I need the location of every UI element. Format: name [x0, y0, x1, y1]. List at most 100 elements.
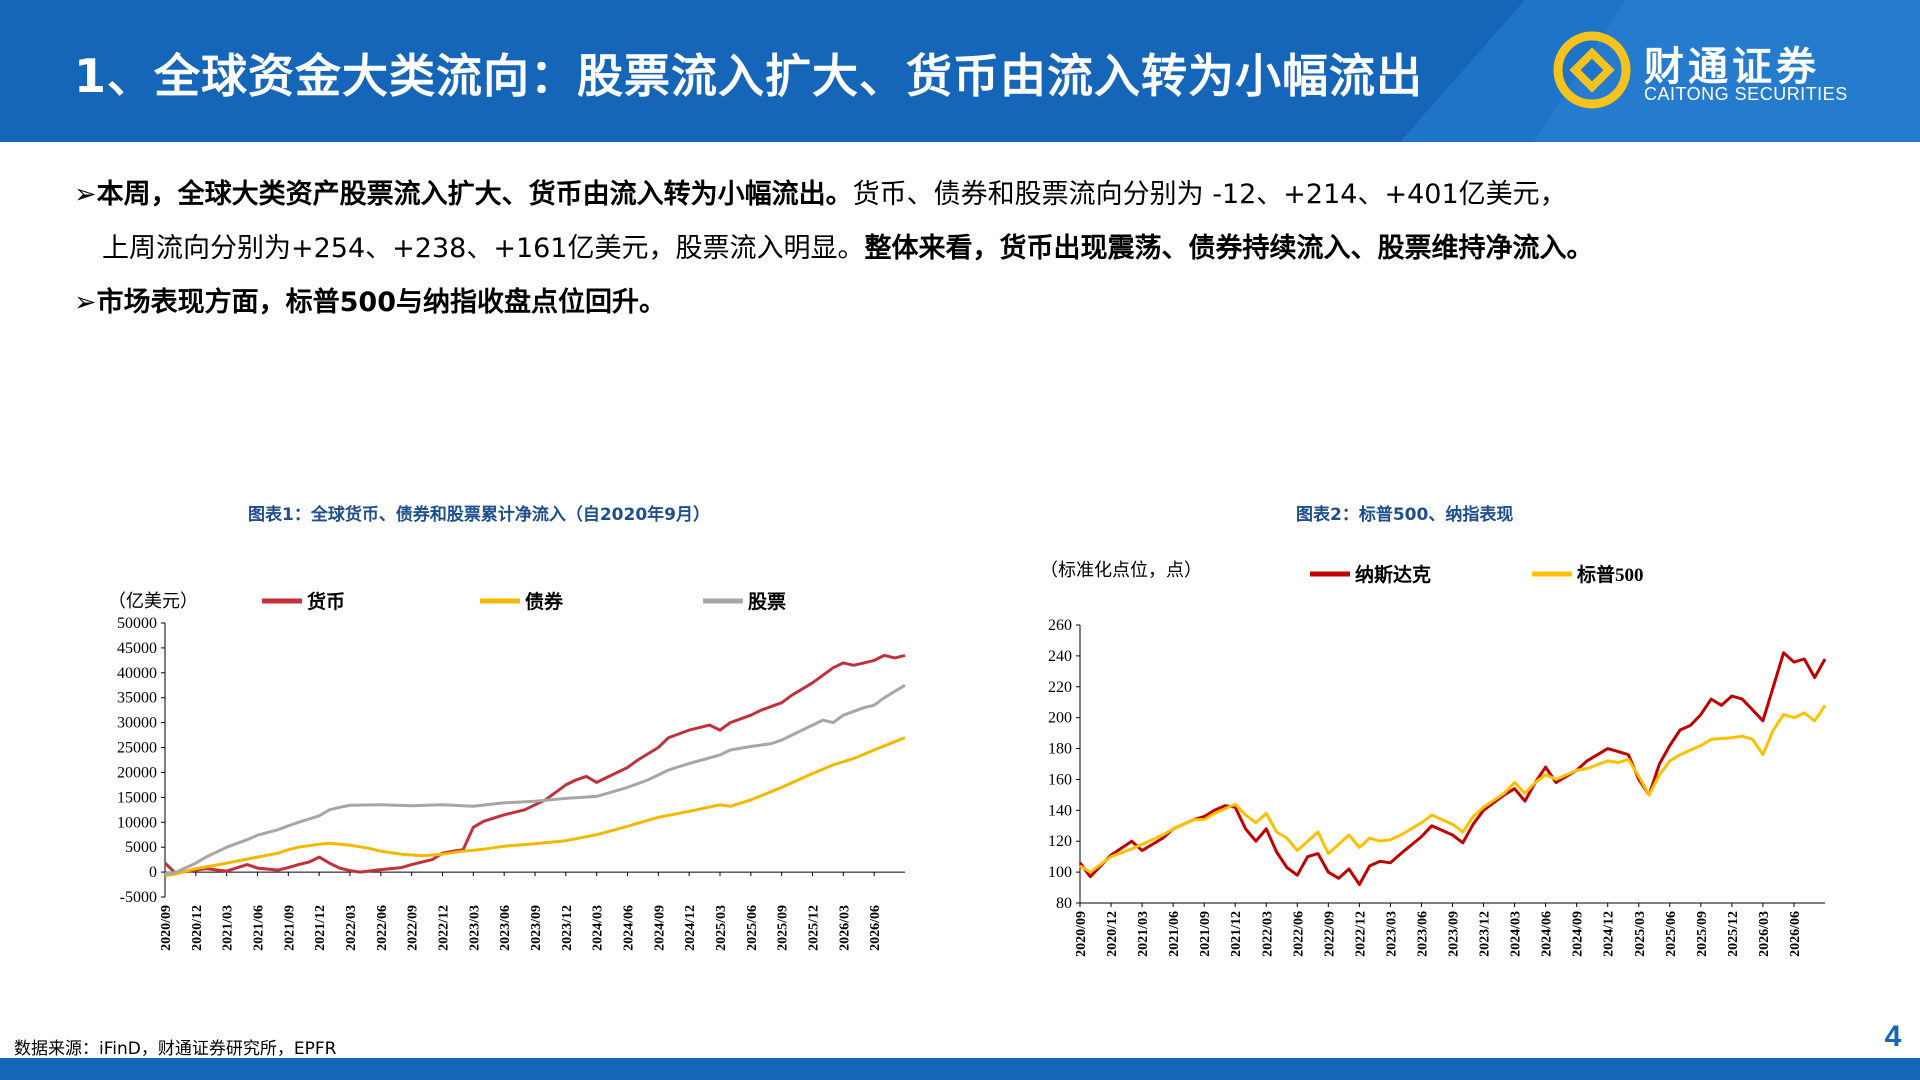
x-tick-label: 2021/12: [313, 905, 328, 951]
y-tick-label: 140: [1048, 802, 1072, 819]
y-tick-label: 160: [1048, 771, 1072, 788]
x-tick-label: 2025/03: [1633, 911, 1648, 957]
data-source: 数据来源：iFinD，财通证券研究所，EPFR: [14, 1039, 337, 1059]
bullet-1-line2-text: 上周流向分别为+254、+238、+161亿美元，股票流入明显。: [102, 233, 865, 264]
x-tick-label: 2023/12: [560, 905, 575, 951]
x-tick-label: 2025/09: [1695, 911, 1710, 957]
legend-label-nasdaq: 纳斯达克: [1355, 563, 1431, 586]
y-tick-label: 220: [1048, 679, 1072, 696]
legend-label-sp500: 标普500: [1577, 563, 1644, 586]
series-line-bond: [164, 736, 906, 878]
y-tick-label: 15000: [117, 789, 157, 806]
logo-text-en: CAITONG SECURITIES: [1644, 84, 1848, 104]
x-tick-label: 2023/12: [1478, 911, 1493, 957]
x-tick-label: 2021/03: [221, 905, 236, 951]
legend-label-bond: 债券: [525, 590, 564, 613]
x-tick-label: 2024/12: [683, 905, 698, 951]
series-line-money: [163, 653, 906, 875]
x-tick-label: 2026/03: [1757, 911, 1772, 957]
x-tick-label: 2025/12: [1726, 911, 1741, 957]
x-tick-label: 2025/12: [807, 905, 822, 951]
x-tick-label: 2022/03: [344, 905, 359, 951]
y-tick-label: 100: [1048, 864, 1072, 881]
bullet-1-bold: 本周，全球大类资产股票流入扩大、货币由流入转为小幅流出。: [96, 179, 853, 210]
y-tick-label: 10000: [117, 814, 157, 831]
x-tick-label: 2020/12: [190, 905, 205, 951]
y-tick-label: 45000: [117, 640, 157, 657]
x-tick-label: 2022/06: [375, 905, 390, 951]
x-tick-label: 2021/06: [1167, 911, 1182, 957]
legend-label-money: 货币: [307, 590, 345, 613]
x-tick-label: 2024/03: [1509, 911, 1524, 957]
y-tick-label: 120: [1048, 833, 1072, 850]
y-tick-label: 80: [1056, 895, 1072, 912]
y-tick-label: 40000: [117, 665, 157, 682]
x-tick-label: 2021/12: [1229, 911, 1244, 957]
x-tick-label: 2024/09: [652, 905, 667, 951]
legend-label-equity: 股票: [748, 591, 786, 613]
x-tick-label: 2024/12: [1602, 911, 1617, 957]
x-tick-label: 2022/03: [1260, 911, 1275, 957]
x-tick-label: 2021/06: [252, 905, 267, 951]
y-tick-label: 260: [1048, 617, 1072, 634]
chart-2-index-performance: （标准化点位，点） 80 100 120 140 160 180 200 220 240 260 20…: [1040, 560, 1827, 957]
x-tick-label: 2024/03: [591, 905, 606, 951]
slide-title: 1、全球资金大类流向：股票流入扩大、货币由流入转为小幅流出: [74, 49, 1424, 103]
y-tick-label: 0: [149, 864, 157, 881]
bullet-1-line2-bold: 整体来看，货币出现震荡、债券持续流入、股票维持净流入。: [864, 233, 1594, 264]
x-tick-label: 2026/06: [1788, 911, 1803, 957]
x-tick-label: 2022/09: [406, 905, 421, 951]
footer-bar: [0, 1058, 1920, 1080]
x-tick-label: 2024/06: [622, 905, 637, 951]
y-tick-label: 50000: [117, 615, 157, 632]
y-tick-label: 240: [1048, 648, 1072, 665]
x-tick-label: 2020/12: [1105, 911, 1120, 957]
y-axis-label: （亿美元）: [108, 591, 198, 611]
y-tick-label: 30000: [117, 715, 157, 732]
x-tick-label: 2022/12: [437, 905, 452, 951]
page-number: 4: [1884, 1020, 1902, 1053]
x-tick-label: 2023/09: [1447, 911, 1462, 957]
logo-text-cn: 财通证券: [1644, 44, 1820, 90]
series-line-nasdaq: [1078, 651, 1827, 886]
x-tick-label: 2022/06: [1291, 911, 1306, 957]
x-tick-label: 2025/03: [714, 905, 729, 951]
header-bar: 1、全球资金大类流向：股票流入扩大、货币由流入转为小幅流出 财通证券 CAITO…: [0, 0, 1920, 142]
x-tick-label: 2025/06: [1664, 911, 1679, 957]
x-tick-label: 2021/09: [282, 905, 297, 951]
x-tick-label: 2023/06: [1415, 911, 1430, 957]
bullet-1: ➢本周，全球大类资产股票流入扩大、货币由流入转为小幅流出。货币、债券和股票流向分…: [74, 168, 1874, 222]
x-tick-label: 2026/06: [868, 905, 883, 951]
x-tick-label: 2023/03: [467, 905, 482, 951]
x-tick-label: 2023/09: [529, 905, 544, 951]
y-tick-label: 5000: [125, 839, 157, 856]
bullet-2-bold: 市场表现方面，标普500与纳指收盘点位回升。: [96, 287, 666, 318]
x-tick-label: 2024/09: [1571, 911, 1586, 957]
x-tick-label: 2026/03: [837, 905, 852, 951]
y-tick-label: 200: [1048, 710, 1072, 727]
bullet-1-text: 货币、债券和股票流向分别为 -12、+214、+401亿美元，: [852, 179, 1567, 210]
bullet-2: ➢市场表现方面，标普500与纳指收盘点位回升。: [74, 276, 1874, 330]
bullet-marker-icon: ➢: [74, 287, 97, 318]
series-line-sp500: [1079, 704, 1827, 874]
y-axis-label: （标准化点位，点）: [1040, 560, 1202, 580]
y-tick-label: 25000: [117, 740, 157, 757]
chart-1-fund-flows: （亿美元） -5000 0 5000 10000 15000 20000 25000 30000…: [108, 590, 906, 951]
x-tick-label: 2022/12: [1353, 911, 1368, 957]
company-logo: 财通证券 CAITONG SECURITIES: [1552, 26, 1912, 116]
x-tick-label: 2022/09: [1322, 911, 1337, 957]
x-tick-label: 2023/06: [498, 905, 513, 951]
x-tick-label: 2021/09: [1198, 911, 1213, 957]
y-tick-label: 20000: [117, 764, 157, 781]
bullet-1-line2: 上周流向分别为+254、+238、+161亿美元，股票流入明显。整体来看，货币出…: [74, 222, 1874, 276]
x-tick-label: 2025/06: [745, 905, 760, 951]
x-tick-label: 2025/09: [776, 905, 791, 951]
x-tick-label: 2024/06: [1540, 911, 1555, 957]
x-tick-label: 2020/09: [159, 905, 174, 951]
series-line-equity: [164, 684, 906, 876]
summary-bullets: ➢本周，全球大类资产股票流入扩大、货币由流入转为小幅流出。货币、债券和股票流向分…: [74, 168, 1874, 330]
y-tick-label: 180: [1048, 741, 1072, 758]
y-tick-label: 35000: [117, 690, 157, 707]
chart-1-title: 图表1：全球货币、债券和股票累计净流入（自2020年9月）: [248, 505, 710, 525]
bullet-marker-icon: ➢: [74, 179, 97, 210]
